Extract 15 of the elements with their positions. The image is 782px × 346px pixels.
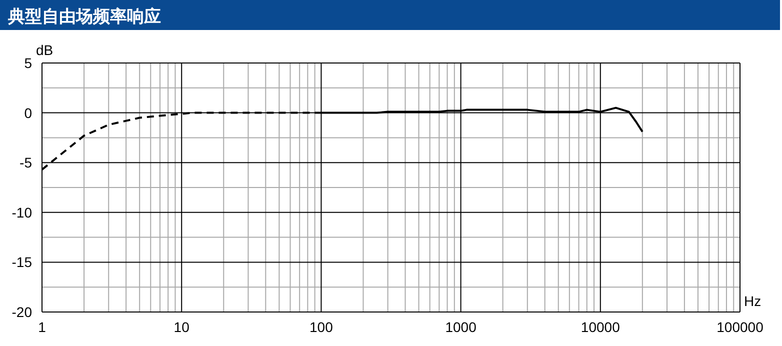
y-tick-label: -15 [12,254,32,270]
x-tick-label: 1 [38,319,46,335]
x-tick-label: 100 [310,319,334,335]
x-tick-label: 10000 [580,319,620,335]
y-tick-label: -20 [12,304,32,320]
x-tick-label: 1000 [445,319,477,335]
chart-title: 典型自由场频率响应 [7,7,161,26]
y-tick-label: 5 [24,55,32,71]
x-axis-title: Hz [744,293,762,309]
y-axis-title: dB [36,42,54,58]
y-tick-label: -10 [12,204,32,220]
x-tick-label: 100000 [716,319,764,335]
y-tick-label: 0 [24,104,32,121]
x-tick-label: 10 [174,319,190,335]
y-tick-label: -5 [20,154,32,171]
